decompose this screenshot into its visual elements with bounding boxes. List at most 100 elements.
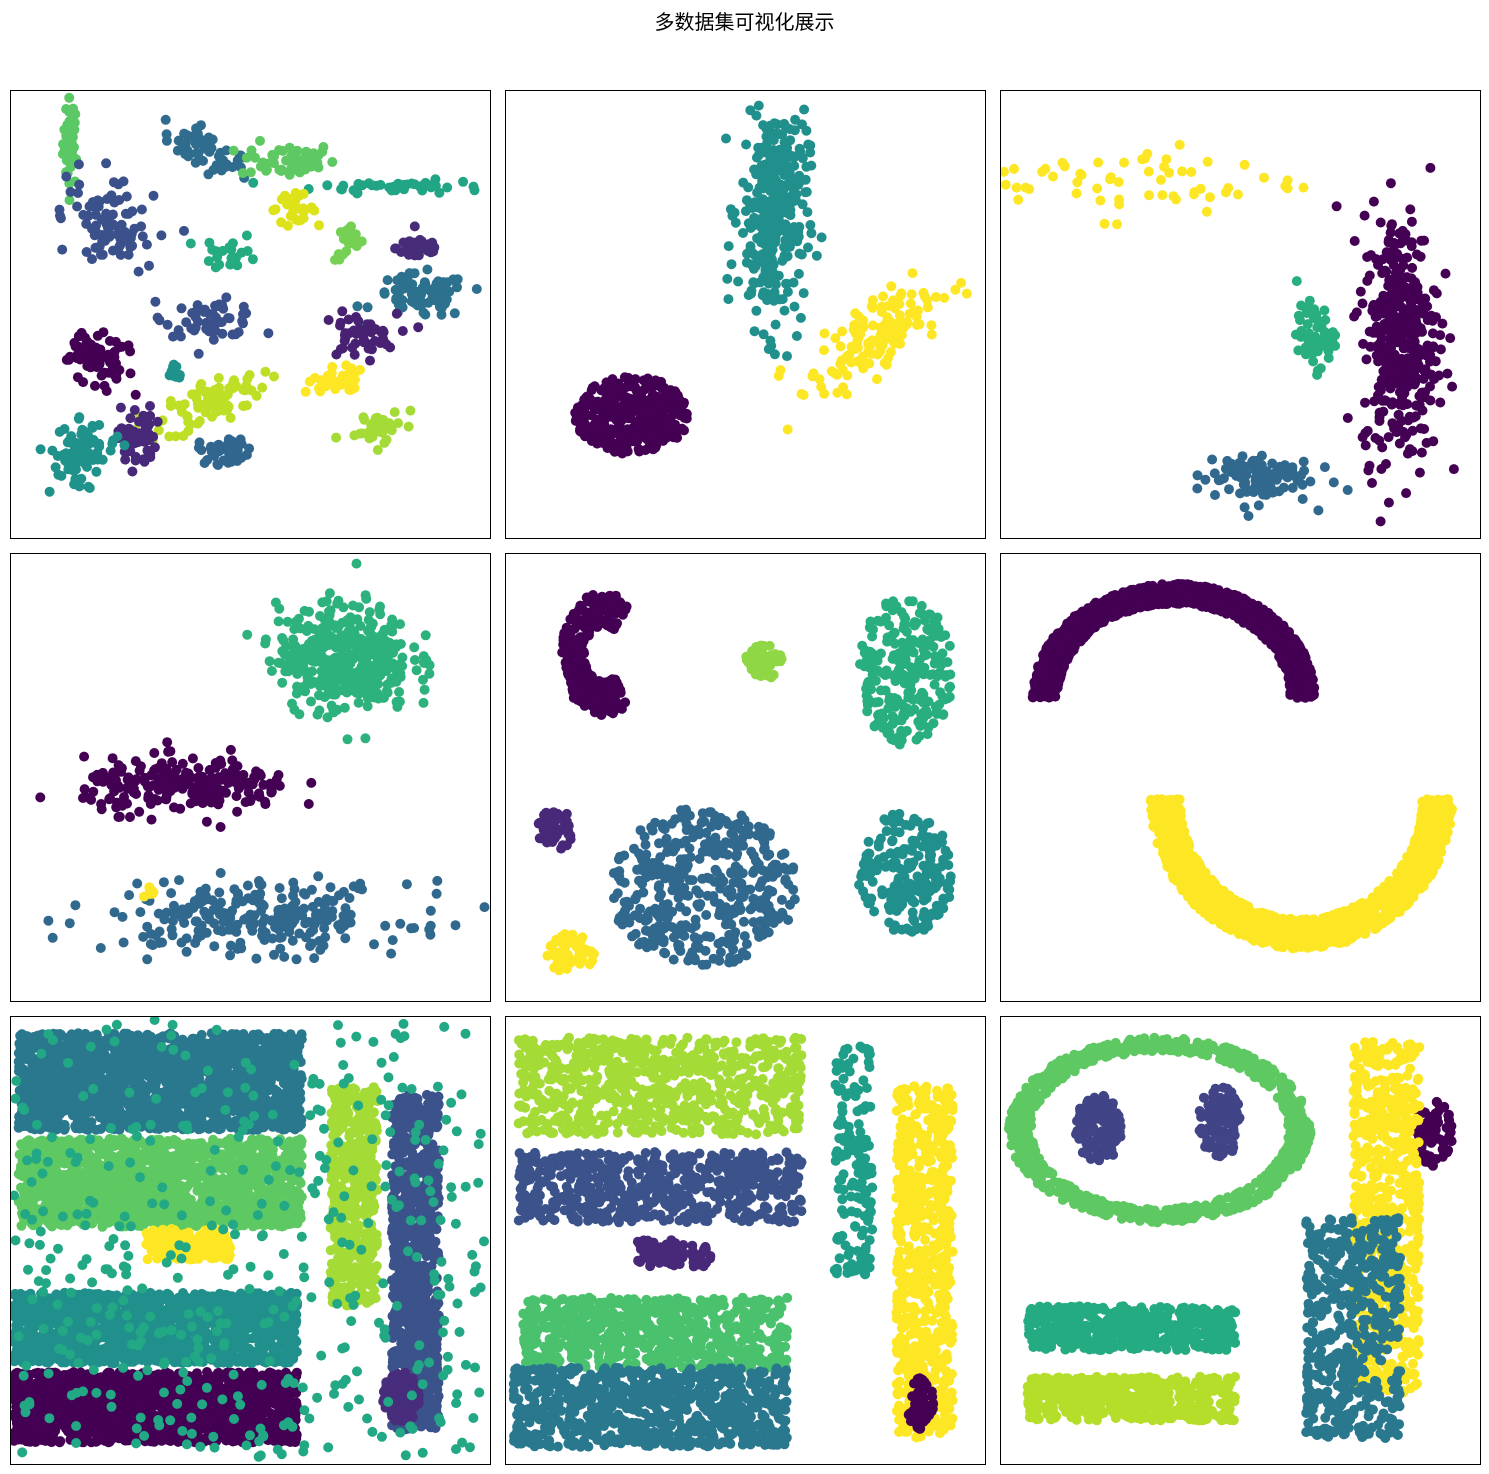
cluster-2 [35,737,317,832]
scatter-point [372,445,383,455]
scatter-point [193,402,204,413]
scatter-point [1442,368,1453,379]
scatter-point [276,893,287,904]
scatter-point [238,401,249,411]
scatter-point [232,806,243,817]
scatter-point [1388,255,1399,266]
scatter-point [196,379,207,389]
scatter-point [300,150,311,161]
scatter-point [316,376,327,387]
scatter-point [298,207,309,218]
scatter-point [701,959,712,970]
scatter-point [179,918,190,928]
scatter-point [1331,201,1342,212]
scatter-point [762,667,773,678]
scatter-point [644,442,655,453]
scatter-point [658,399,669,410]
scatter-point [223,442,234,453]
scatter-point [725,909,736,920]
scatter-point [80,332,90,343]
scatter-point [1171,194,1181,205]
scatter-point [594,676,605,686]
scatter-point [341,232,352,243]
scatter-point [61,155,72,166]
scatter-point [192,932,203,943]
scatter-point [1144,190,1154,201]
scatter-point [1226,467,1237,477]
scatter-point [794,143,805,154]
scatter-point [179,225,189,236]
figure-title: 多数据集可视化展示 [0,6,1489,35]
scatter-point [199,138,210,148]
scatter-point [361,593,372,604]
scatter-point [1323,346,1334,357]
scatter-point [442,182,453,193]
scatter-point [187,788,198,799]
scatter-point [893,715,904,726]
scatter-point [351,635,362,646]
scatter-point [1419,424,1430,434]
scatter-point [384,637,395,648]
scatter-point [352,614,363,625]
scatter-point [237,896,248,907]
scatter-point [709,876,720,887]
scatter-point [1114,194,1124,205]
scatter-point [726,919,737,930]
scatter-point [557,647,568,658]
scatter-point [192,305,202,316]
scatter-point [683,955,694,966]
scatter-point [646,870,657,881]
scatter-point [739,931,750,942]
scatter-point [888,650,899,661]
scatter-point [241,230,252,241]
scatter-point [553,813,564,824]
scatter-point [77,424,88,435]
scatter-point [702,890,713,901]
scatter-point [1403,415,1414,426]
scatter-point [244,443,255,454]
scatter-point [173,135,184,146]
scatter-point [1383,497,1394,508]
scatter-point [872,374,882,385]
scatter-point [764,218,775,229]
scatter-point [552,956,563,967]
scatter-point [578,636,589,647]
scatter-point [862,699,873,710]
scatter-point [125,233,136,243]
scatter-point [50,462,61,473]
scatter-point [223,770,234,781]
scatter-point [935,687,946,698]
scatter-point [853,323,864,334]
scatter-point [659,418,670,429]
scatter-point [867,320,878,331]
scatter-point [835,358,846,369]
scatter-point [95,943,106,953]
scatter-point [776,894,787,905]
scatter-point [1237,451,1248,462]
scatter-point [63,354,74,365]
scatter-point [367,180,378,191]
scatter-point [1275,467,1286,478]
scatter-point [738,916,749,927]
scatter-point [1349,311,1360,322]
scatter-point [35,792,46,803]
scatter-point [248,177,259,188]
scatter-point [868,664,879,675]
scatter-point [380,920,391,931]
scatter-point [287,153,298,164]
scatter-point [61,171,72,182]
scatter-point [611,392,622,403]
scatter-point [1381,247,1392,258]
scatter-point [217,245,228,256]
scatter-point [916,886,927,897]
scatter-point [1386,368,1397,378]
scatter-point [1370,433,1381,443]
subplot-2 [505,90,986,539]
scatter-point [889,693,900,703]
scatter-point [1161,154,1172,165]
scatter-point [926,320,937,331]
cluster-15 [164,359,185,383]
scatter-point [1248,487,1259,498]
scatter-point [1410,377,1421,388]
scatter-point [918,695,929,706]
